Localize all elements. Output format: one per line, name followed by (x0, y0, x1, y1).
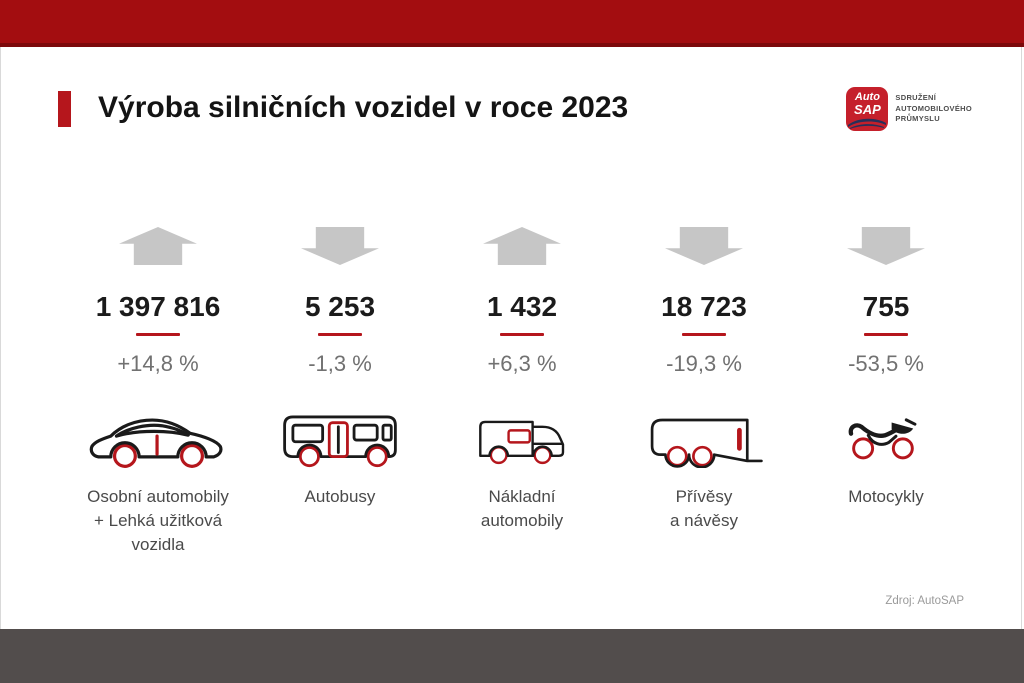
vehicle-label: Osobní automobily + Lehká užitková vozid… (87, 487, 229, 554)
bottom-gray-band (0, 629, 1024, 683)
car-icon (67, 401, 249, 475)
logo-swoosh-icon (848, 118, 887, 129)
change-percent: +6,3 % (487, 351, 557, 376)
production-value: 5 253 (304, 291, 376, 322)
bus-icon (249, 401, 431, 475)
slide-content: Výroba silničních vozidel v roce 2023 Au… (0, 47, 1022, 629)
logo-org-name: SDRUŽENÍ AUTOMOBILOVÉHO PRŮMYSLU (895, 93, 972, 124)
logo-text-auto: Auto (854, 91, 880, 103)
trend-up-arrow-icon (119, 227, 197, 265)
vehicle-label: Autobusy (304, 487, 376, 506)
production-value: 1 397 816 (95, 291, 221, 322)
vehicle-column: 1 432 +6,3 % Nákladní automobily (431, 227, 613, 557)
vehicle-label: Nákladní automobily (480, 487, 564, 530)
trend-down-arrow-icon (847, 227, 925, 265)
page-title: Výroba silničních vozidel v roce 2023 (98, 91, 629, 124)
vehicle-column: 1 397 816 +14,8 % Osobní automobily + Le… (67, 227, 249, 557)
red-underline (136, 333, 180, 336)
change-percent: -53,5 % (848, 351, 924, 376)
stats-columns: 1 397 816 +14,8 % Osobní automobily + Le… (67, 227, 977, 557)
change-percent: +14,8 % (117, 351, 199, 376)
vehicle-column: 18 723 -19,3 % Přívěsy a návěsy (613, 227, 795, 557)
top-red-band (0, 0, 1024, 47)
logo-text-sap: SAP (854, 102, 881, 117)
vehicle-column: 755 -53,5 % Motocykly (795, 227, 977, 557)
vehicle-column: 5 253 -1,3 % Autobusy (249, 227, 431, 557)
production-value: 1 432 (486, 291, 558, 322)
trailer-icon (613, 401, 795, 475)
change-percent: -19,3 % (666, 351, 742, 376)
production-value: 18 723 (661, 291, 747, 322)
vehicle-label: Motocykly (848, 487, 924, 506)
title-accent-bar (58, 91, 71, 127)
trend-down-arrow-icon (301, 227, 379, 265)
header: Výroba silničních vozidel v roce 2023 (58, 88, 628, 128)
trend-up-arrow-icon (483, 227, 561, 265)
motorcycle-icon (795, 401, 977, 475)
red-underline (682, 333, 726, 336)
red-underline (318, 333, 362, 336)
trend-down-arrow-icon (665, 227, 743, 265)
autosap-logo: Auto SAP SDRUŽENÍ AUTOMOBILOVÉHO PRŮMYSL… (846, 87, 972, 131)
production-value: 755 (862, 291, 910, 322)
vehicle-label: Přívěsy a návěsy (669, 487, 739, 530)
autosap-logo-badge: Auto SAP (846, 87, 889, 131)
change-percent: -1,3 % (308, 351, 372, 376)
red-underline (500, 333, 544, 336)
truck-icon (431, 401, 613, 475)
source-note: Zdroj: AutoSAP (885, 595, 964, 607)
red-underline (864, 333, 908, 336)
